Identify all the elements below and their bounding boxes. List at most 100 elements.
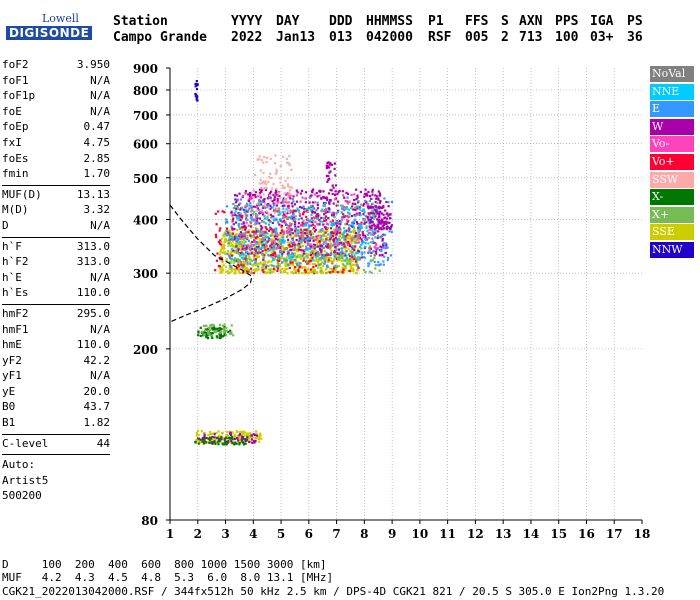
echo-point-sse	[337, 264, 341, 268]
echo-point-ssw	[252, 196, 255, 199]
echo-point-nne	[294, 226, 297, 230]
echo-point-vo	[243, 233, 247, 236]
echo-point-sse	[330, 260, 333, 263]
echo-point-e	[291, 238, 295, 242]
echo-point-vo	[348, 228, 351, 231]
echo-point-sse	[255, 430, 258, 433]
echo-point-sse	[209, 439, 212, 443]
echo-point-sse	[227, 271, 231, 275]
echo-point-w	[315, 235, 318, 238]
echo-point-sse	[253, 236, 256, 239]
echo-point-e	[245, 254, 248, 258]
echo-point-nne	[368, 250, 371, 254]
echo-point-w	[355, 212, 358, 215]
echo-point-w	[362, 234, 365, 237]
echo-point-e	[225, 220, 229, 223]
echo-point-vo	[327, 243, 330, 246]
echo-point-nne	[354, 215, 357, 218]
echo-point-x	[288, 222, 291, 225]
echo-point-w	[303, 207, 306, 210]
echo-point-w	[300, 206, 304, 209]
echo-point-sse	[297, 267, 300, 270]
echo-point-e	[230, 225, 233, 228]
echo-point-vo	[327, 259, 330, 262]
echo-point-x	[267, 265, 270, 268]
echo-point-vo	[325, 222, 329, 226]
echo-point-x	[323, 216, 326, 220]
echo-point-vo	[235, 245, 238, 248]
echo-point-sse	[246, 263, 249, 266]
header-row2-9: 100	[555, 30, 579, 45]
echo-point-w	[313, 230, 316, 233]
echo-point-w	[337, 226, 341, 230]
echo-point-w	[230, 433, 233, 437]
echo-point-vo	[218, 265, 222, 268]
echo-point-e	[225, 205, 229, 208]
echo-point-sse	[227, 244, 230, 248]
echo-point-sse	[245, 268, 248, 271]
echo-point-nne	[290, 253, 293, 256]
echo-point-w	[250, 434, 253, 437]
echo-point-vo	[215, 259, 219, 262]
echo-point-vo	[331, 235, 334, 238]
echo-point-vo	[333, 251, 336, 254]
echo-point-e	[308, 236, 311, 240]
echo-point-sse	[220, 247, 223, 250]
echo-point-w	[239, 208, 242, 211]
echo-point-vo	[215, 235, 218, 239]
echo-point-sse	[292, 258, 295, 261]
echo-point-e	[273, 204, 276, 207]
echo-point-x	[202, 324, 205, 328]
echo-point-sse	[241, 267, 244, 271]
echo-point-vo	[314, 201, 317, 204]
header-row2-0: Campo Grande	[113, 30, 207, 45]
echo-point-sse	[243, 254, 246, 257]
echo-point-vo	[325, 208, 328, 211]
echo-point-sse	[334, 264, 337, 267]
echo-point-sse	[328, 239, 331, 242]
echo-point-vo	[375, 243, 378, 247]
param-value: N/A	[90, 218, 110, 232]
echo-point-e	[387, 201, 390, 204]
echo-point-nne	[266, 236, 269, 239]
echo-point-nne	[234, 210, 237, 213]
echo-point-w	[344, 215, 347, 218]
x-tick-label: 17	[606, 527, 623, 541]
echo-point-vo	[299, 228, 302, 231]
echo-point-w	[256, 207, 260, 210]
echo-point-w	[371, 188, 374, 191]
echo-point-x	[357, 230, 360, 233]
echo-point-sse	[255, 256, 258, 259]
echo-point-vo	[351, 256, 354, 259]
echo-point-ssw	[287, 162, 290, 165]
echo-point-x	[312, 270, 315, 274]
echo-point-e	[324, 260, 327, 263]
echo-point-sse	[326, 230, 329, 233]
param-label: hmF1	[2, 322, 29, 336]
echo-point-vo	[342, 268, 345, 271]
echo-point-w	[351, 247, 354, 250]
echo-point-vo	[274, 231, 277, 234]
echo-point-sse	[258, 238, 261, 241]
echo-point-nne	[332, 243, 335, 247]
x-tick-label: 2	[194, 527, 202, 541]
echo-point-sse	[220, 249, 223, 252]
echo-point-nnw	[196, 83, 199, 86]
echo-point-w	[253, 434, 257, 437]
echo-point-w	[385, 227, 388, 230]
echo-point-w	[244, 190, 248, 193]
echo-point-e	[308, 196, 311, 199]
echo-point-sse	[317, 237, 320, 241]
echo-point-sse	[350, 269, 353, 273]
echo-point-w	[310, 245, 313, 248]
echo-point-e	[382, 260, 385, 263]
echo-point-w	[304, 191, 308, 194]
echo-point-vo	[354, 245, 357, 248]
echo-point-nne	[308, 225, 311, 228]
echo-point-w	[289, 248, 292, 252]
echo-point-vo	[357, 236, 360, 239]
echo-point-e	[329, 253, 333, 256]
echo-point-x	[246, 435, 249, 439]
echo-point-sse	[231, 249, 234, 252]
echo-point-nnw	[194, 85, 197, 88]
